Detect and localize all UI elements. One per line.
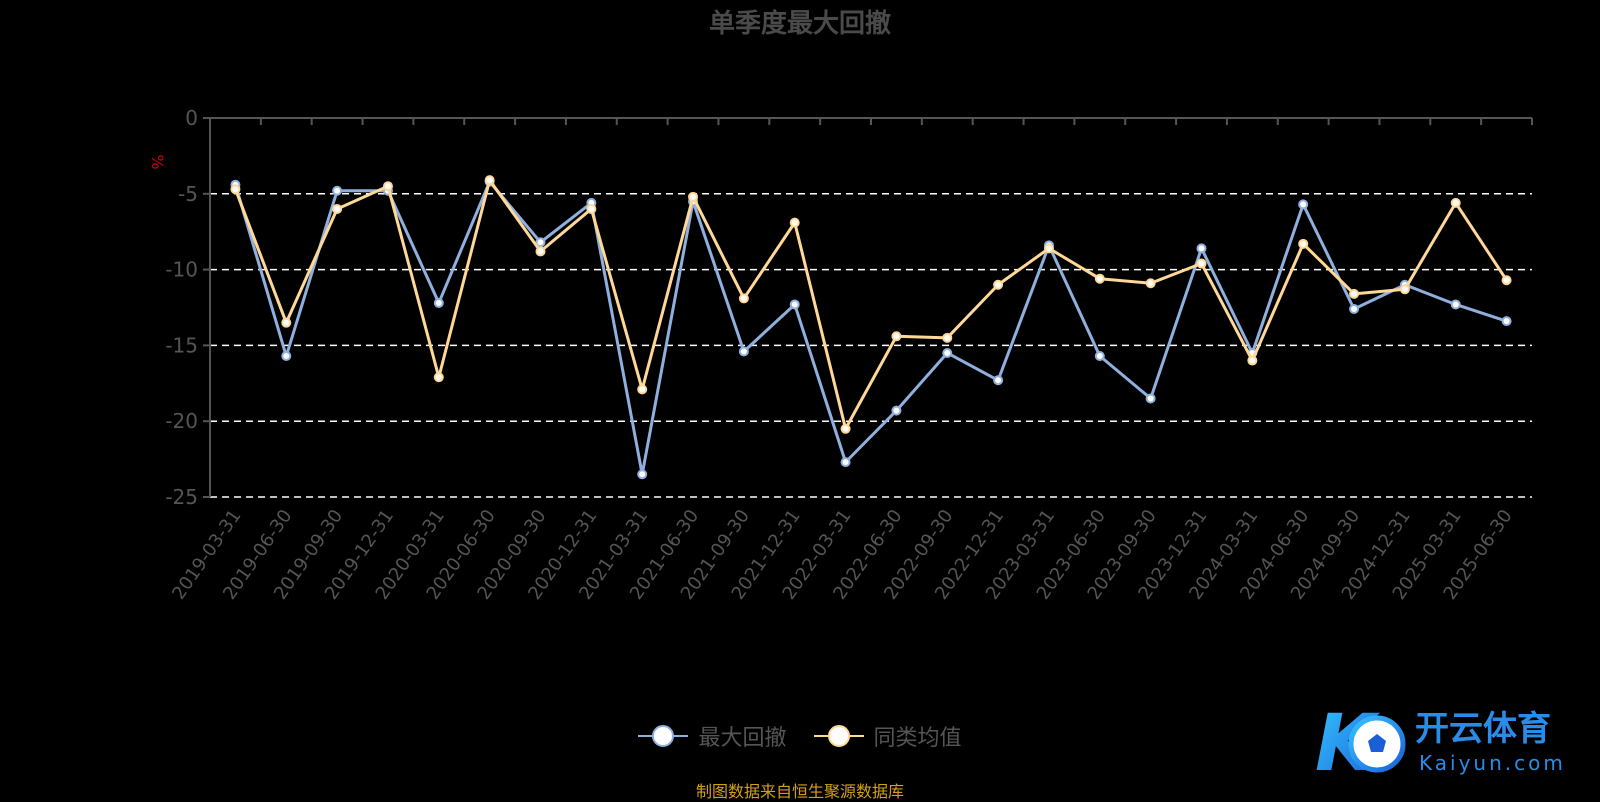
data-point[interactable] [535,237,546,248]
data-point[interactable] [1399,284,1410,295]
data-point[interactable] [993,375,1004,386]
data-point[interactable] [789,217,800,228]
data-point[interactable] [840,423,851,434]
kaiyun-logo: K 开云体育 Kaiyun.com [1315,700,1566,789]
data-point[interactable] [1145,278,1156,289]
data-point[interactable] [891,405,902,416]
y-axis-label: % [148,154,167,169]
legend: 最大回撤 同类均值 [0,720,1600,753]
data-point[interactable] [993,279,1004,290]
data-point[interactable] [1349,288,1360,299]
data-point[interactable] [433,297,444,308]
data-point[interactable] [840,457,851,468]
data-point[interactable] [1196,258,1207,269]
data-point[interactable] [281,317,292,328]
data-point[interactable] [1501,316,1512,327]
grid-lines [210,193,1532,498]
legend-marker-max-drawdown [638,725,689,747]
data-point[interactable] [1145,393,1156,404]
data-point[interactable] [1196,243,1207,254]
data-point[interactable] [738,346,749,357]
x-tick-labels: 2019-03-312019-06-302019-09-302019-12-31… [168,506,1516,604]
data-point[interactable] [1450,299,1461,310]
data-point[interactable] [382,181,393,192]
data-point[interactable] [535,246,546,257]
data-point[interactable] [1043,243,1054,254]
data-point[interactable] [789,299,800,310]
data-point[interactable] [484,175,495,186]
series-1 [230,175,1512,434]
legend-item-max-drawdown[interactable]: 最大回撤 [638,720,787,752]
legend-marker-peer-average [813,725,864,747]
legend-label-peer-average: 同类均值 [873,726,962,751]
data-point[interactable] [332,203,343,214]
data-point[interactable] [637,384,648,395]
series-line [233,180,1508,476]
data-point[interactable] [1094,273,1105,284]
data-point[interactable] [1349,304,1360,315]
data-point[interactable] [942,347,953,358]
y-tick-label: -20 [165,409,198,433]
series-0 [230,176,1512,480]
data-point[interactable] [1450,197,1461,208]
legend-label-max-drawdown: 最大回撤 [698,726,787,751]
data-point[interactable] [230,184,241,195]
y-tick-label: 0 [185,106,198,130]
series-line [234,178,1508,431]
series-layer [230,175,1512,480]
data-point[interactable] [637,469,648,480]
y-tick-label: -25 [165,485,198,509]
y-tick-label: -10 [165,258,198,282]
data-point[interactable] [1094,351,1105,362]
data-point[interactable] [586,203,597,214]
data-point[interactable] [1298,238,1309,249]
data-point[interactable] [891,331,902,342]
data-point[interactable] [738,293,749,304]
source-note: 制图数据来自恒生聚源数据库 [695,782,904,801]
chart-title: 单季度最大回撤 [709,8,891,39]
data-point[interactable] [433,372,444,383]
y-tick-label: -15 [165,333,198,357]
axes [203,117,1533,498]
data-point[interactable] [942,332,953,343]
logo-subtext: Kaiyun.com [1419,751,1566,775]
logo-text: 开云体育 [1415,709,1551,749]
legend-item-peer-average[interactable]: 同类均值 [813,720,962,752]
y-tick-label: -5 [178,182,198,206]
data-point[interactable] [1501,275,1512,286]
y-tick-labels: 0 -5 -10 -15 -20 -25 [165,106,198,509]
data-point[interactable] [332,185,343,196]
data-point[interactable] [281,351,292,362]
data-point[interactable] [1298,199,1309,210]
data-point[interactable] [688,191,699,202]
data-point[interactable] [1247,355,1258,366]
